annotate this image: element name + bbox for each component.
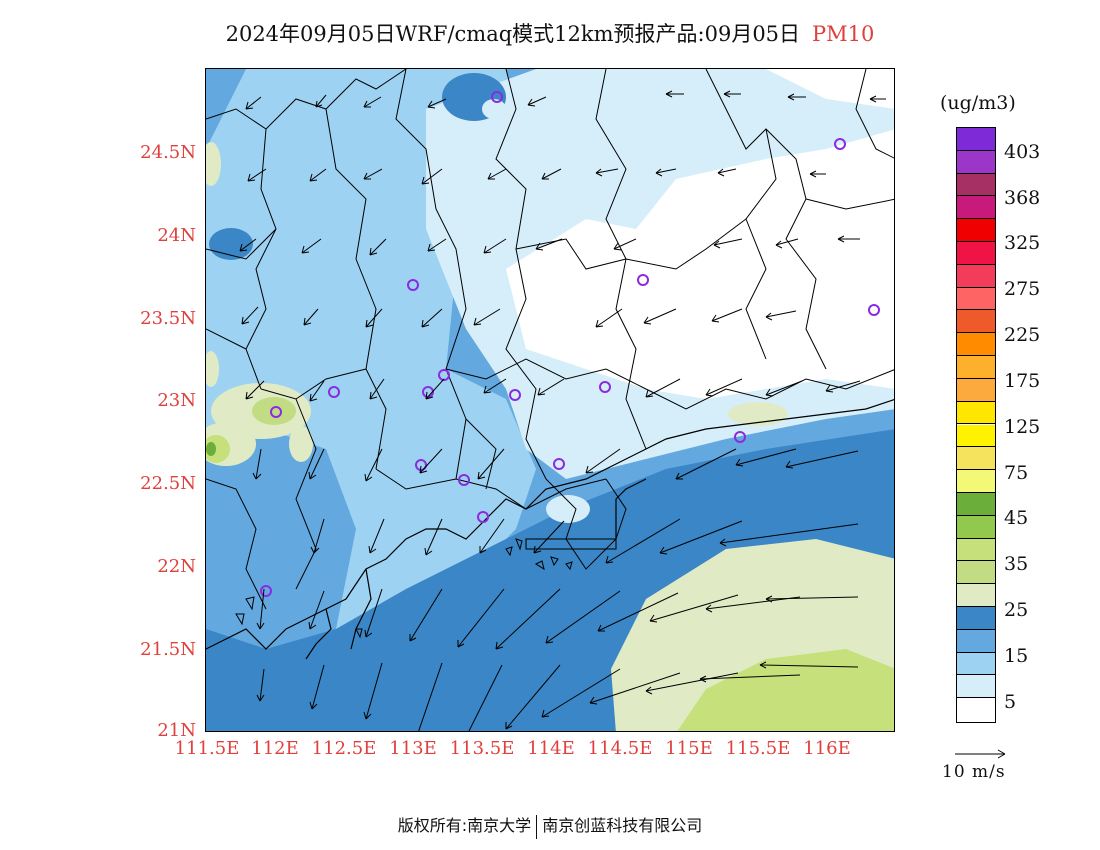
colorbar-segment bbox=[957, 264, 995, 288]
colorbar-segment bbox=[957, 128, 995, 151]
colorbar-segment bbox=[957, 196, 995, 220]
colorbar-segment bbox=[957, 698, 995, 721]
colorbar-segment bbox=[957, 447, 995, 471]
lon-label-115.5e: 115.5E bbox=[725, 738, 791, 759]
colorbar-segment bbox=[957, 150, 995, 174]
concentration-map bbox=[206, 69, 894, 731]
lon-label-113e: 113E bbox=[389, 738, 437, 759]
colorbar-segment bbox=[957, 652, 995, 676]
lat-label-21n: 21N bbox=[157, 720, 196, 741]
colorbar-label-125: 125 bbox=[1004, 416, 1041, 438]
colorbar-segment bbox=[957, 242, 995, 265]
colorbar-label-45: 45 bbox=[1004, 507, 1029, 529]
lat-label-22.5n: 22.5N bbox=[140, 473, 196, 494]
colorbar-segment bbox=[957, 333, 995, 357]
colorbar-unit: (ug/m3) bbox=[940, 92, 1016, 114]
colorbar-segment bbox=[957, 561, 995, 585]
colorbar-segment bbox=[957, 606, 995, 630]
colorbar-label-5: 5 bbox=[1004, 691, 1017, 713]
lon-label-113.5e: 113.5E bbox=[449, 738, 515, 759]
copyright-owner-2: 南京创蓝科技有限公司 bbox=[542, 816, 703, 835]
colorbar-segment bbox=[957, 401, 995, 425]
lat-label-24n: 24N bbox=[157, 225, 196, 246]
lat-label-22n: 22N bbox=[157, 556, 196, 577]
lon-label-112.5e: 112.5E bbox=[311, 738, 377, 759]
copyright-owner-1: 版权所有:南京大学 bbox=[397, 816, 532, 835]
colorbar-segment bbox=[957, 515, 995, 539]
page-title: 2024年09月05日WRF/cmaq模式12km预报产品:09月05日 PM10 bbox=[0, 18, 1100, 48]
colorbar-segment bbox=[957, 584, 995, 607]
colorbar-segment bbox=[957, 287, 995, 311]
colorbar-segment bbox=[957, 219, 995, 243]
lon-label-114e: 114E bbox=[527, 738, 575, 759]
lon-label-112e: 112E bbox=[251, 738, 299, 759]
colorbar-segment bbox=[957, 492, 995, 516]
colorbar-segment bbox=[957, 378, 995, 402]
colorbar-label-368: 368 bbox=[1004, 187, 1041, 209]
colorbar-label-403: 403 bbox=[1004, 141, 1041, 163]
colorbar bbox=[956, 127, 996, 723]
colorbar-segment bbox=[957, 470, 995, 493]
colorbar-label-35: 35 bbox=[1004, 553, 1029, 575]
colorbar-segment bbox=[957, 538, 995, 562]
colorbar-segment bbox=[957, 675, 995, 699]
colorbar-label-175: 175 bbox=[1004, 370, 1041, 392]
colorbar-label-75: 75 bbox=[1004, 462, 1029, 484]
map-panel bbox=[205, 68, 895, 732]
title-text: 2024年09月05日WRF/cmaq模式12km预报产品:09月05日 bbox=[225, 22, 801, 46]
vector-scale-arrow bbox=[955, 749, 1006, 759]
lat-label-23n: 23N bbox=[157, 390, 196, 411]
lon-label-114.5e: 114.5E bbox=[587, 738, 653, 759]
lon-label-115e: 115E bbox=[665, 738, 713, 759]
colorbar-segment bbox=[957, 629, 995, 653]
pollutant-label: PM10 bbox=[812, 22, 875, 46]
lat-label-24.5n: 24.5N bbox=[140, 142, 196, 163]
colorbar-segment bbox=[957, 356, 995, 379]
colorbar-label-15: 15 bbox=[1004, 645, 1029, 667]
colorbar-segment bbox=[957, 424, 995, 448]
colorbar-segment bbox=[957, 173, 995, 197]
lon-label-111.5e: 111.5E bbox=[174, 738, 240, 759]
colorbar-label-275: 275 bbox=[1004, 278, 1041, 300]
vector-scale-label: 10 m/s bbox=[942, 762, 1006, 782]
lat-label-21.5n: 21.5N bbox=[140, 639, 196, 660]
colorbar-segment bbox=[957, 310, 995, 334]
colorbar-label-225: 225 bbox=[1004, 324, 1041, 346]
colorbar-label-325: 325 bbox=[1004, 232, 1041, 254]
lon-label-116e: 116E bbox=[803, 738, 851, 759]
footer-separator bbox=[536, 814, 538, 839]
colorbar-label-25: 25 bbox=[1004, 599, 1029, 621]
copyright-footer: 版权所有:南京大学 南京创蓝科技有限公司 bbox=[0, 812, 1100, 839]
lat-label-23.5n: 23.5N bbox=[140, 308, 196, 329]
